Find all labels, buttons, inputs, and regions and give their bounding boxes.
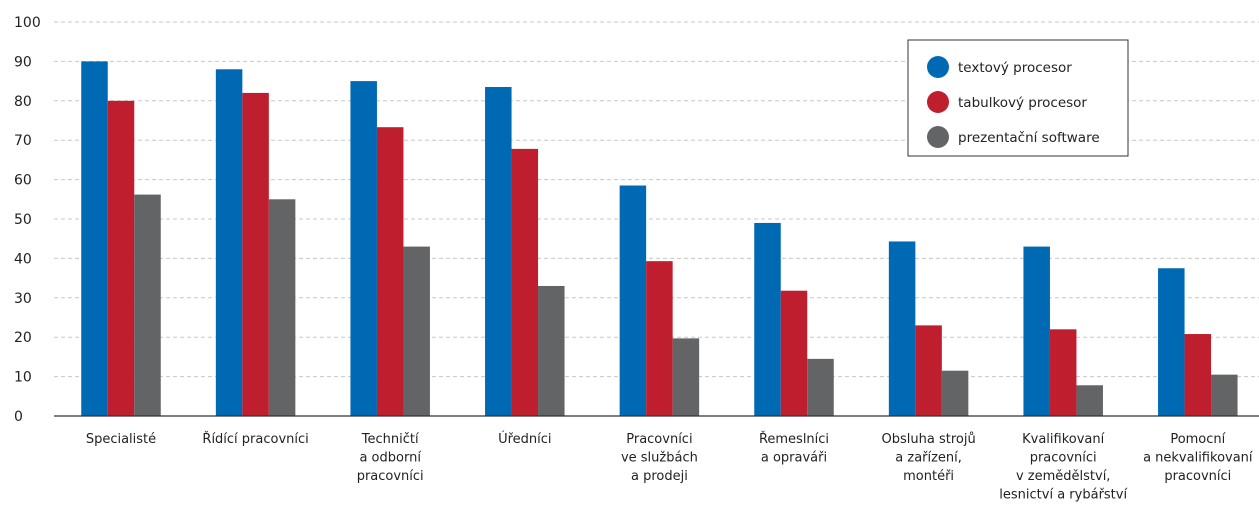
y-tick-label: 80	[14, 94, 32, 110]
bar	[268, 199, 296, 416]
category-label-line: Řídící pracovníci	[202, 431, 308, 447]
category-label-line: Obsluha strojů	[882, 432, 976, 447]
bar	[538, 285, 565, 416]
category-label: Specialisté	[86, 432, 156, 447]
bar	[376, 127, 404, 416]
legend-marker	[927, 91, 949, 113]
bar	[807, 358, 834, 416]
category-label-line: Techničtí	[361, 432, 419, 447]
y-tick-label: 100	[14, 15, 41, 31]
bar	[1184, 334, 1212, 416]
bar	[485, 87, 512, 416]
category-label: Řídící pracovníci	[202, 431, 308, 447]
bar	[619, 185, 647, 416]
legend-marker	[927, 126, 949, 148]
legend-label: tabulkový procesor	[958, 95, 1087, 111]
category-label-line: a nekvalifikovaní	[1143, 451, 1253, 466]
legend-label: prezentační software	[958, 130, 1100, 146]
y-tick-label: 60	[14, 173, 32, 189]
bar	[780, 290, 808, 416]
category-label-line: pracovníci	[357, 469, 424, 484]
bar	[915, 325, 942, 416]
category-label: Obsluha strojů a zařízení, montéři	[882, 432, 976, 484]
category-label-line: v zemědělství,	[1016, 469, 1110, 484]
category-label-line: Řemeslníci	[759, 431, 829, 447]
bar	[134, 194, 161, 416]
y-tick-label: 90	[14, 54, 32, 70]
category-label-line: pracovníci	[1164, 469, 1231, 484]
bar	[350, 81, 377, 416]
y-tick-label: 10	[14, 370, 32, 386]
category-label: Techničtí a odborní pracovníci	[357, 432, 424, 484]
category-label-line: pracovníci	[1030, 451, 1097, 466]
y-tick-label: 0	[14, 409, 23, 425]
y-tick-label: 20	[14, 330, 32, 346]
y-axis-ticks: 0 10 20 30 40 50 60 70 80 90 100	[14, 15, 41, 425]
category-label-line: Úředníci	[498, 431, 551, 447]
category-label-line: lesnictví a rybářství	[999, 488, 1127, 503]
bar	[215, 69, 243, 416]
bar	[242, 92, 269, 417]
category-label-line: a prodeji	[631, 469, 688, 484]
category-label-line: a odborní	[359, 451, 421, 466]
category-label: Úředníci	[498, 431, 551, 447]
y-tick-label: 50	[14, 212, 32, 228]
bar	[511, 148, 539, 417]
category-label-line: Pomocní	[1170, 432, 1225, 447]
category-labels: Specialisté Řídící pracovníci Techničtí a o…	[86, 431, 1253, 503]
category-label-line: montéři	[903, 469, 954, 484]
category-label: Kvalifikovaní pracovníci v zemědělství, les…	[999, 432, 1127, 503]
bar	[1158, 268, 1185, 416]
bar	[107, 100, 135, 417]
bar	[941, 370, 969, 416]
category-label-line: a opraváři	[761, 451, 827, 466]
bar	[754, 222, 781, 416]
y-tick-label: 30	[14, 291, 32, 307]
category-label: Pracovníci ve službách a prodeji	[621, 432, 698, 484]
bar	[1211, 374, 1238, 416]
category-label: Pomocní a nekvalifikovaní pracovníci	[1143, 432, 1253, 484]
bars	[81, 61, 1238, 417]
bar	[1023, 246, 1050, 416]
category-label-line: Kvalifikovaní	[1022, 432, 1105, 447]
legend-label: textový procesor	[958, 60, 1072, 76]
category-label-line: a zařízení,	[895, 451, 962, 466]
category-label-line: Pracovníci	[626, 432, 692, 447]
bar	[646, 261, 673, 416]
legend-marker	[927, 56, 949, 78]
bar	[672, 338, 700, 416]
bar	[1076, 385, 1103, 416]
y-tick-label: 70	[14, 133, 32, 149]
y-tick-label: 40	[14, 251, 32, 267]
bar	[1049, 329, 1077, 416]
category-label-line: ve službách	[621, 451, 698, 466]
category-label: Řemeslníci a opraváři	[759, 431, 829, 466]
legend: textový procesor tabulkový procesor prezen…	[907, 39, 1129, 157]
bar	[403, 246, 430, 416]
bar	[81, 61, 108, 417]
category-label-line: Specialisté	[86, 432, 156, 447]
bar	[888, 241, 916, 416]
